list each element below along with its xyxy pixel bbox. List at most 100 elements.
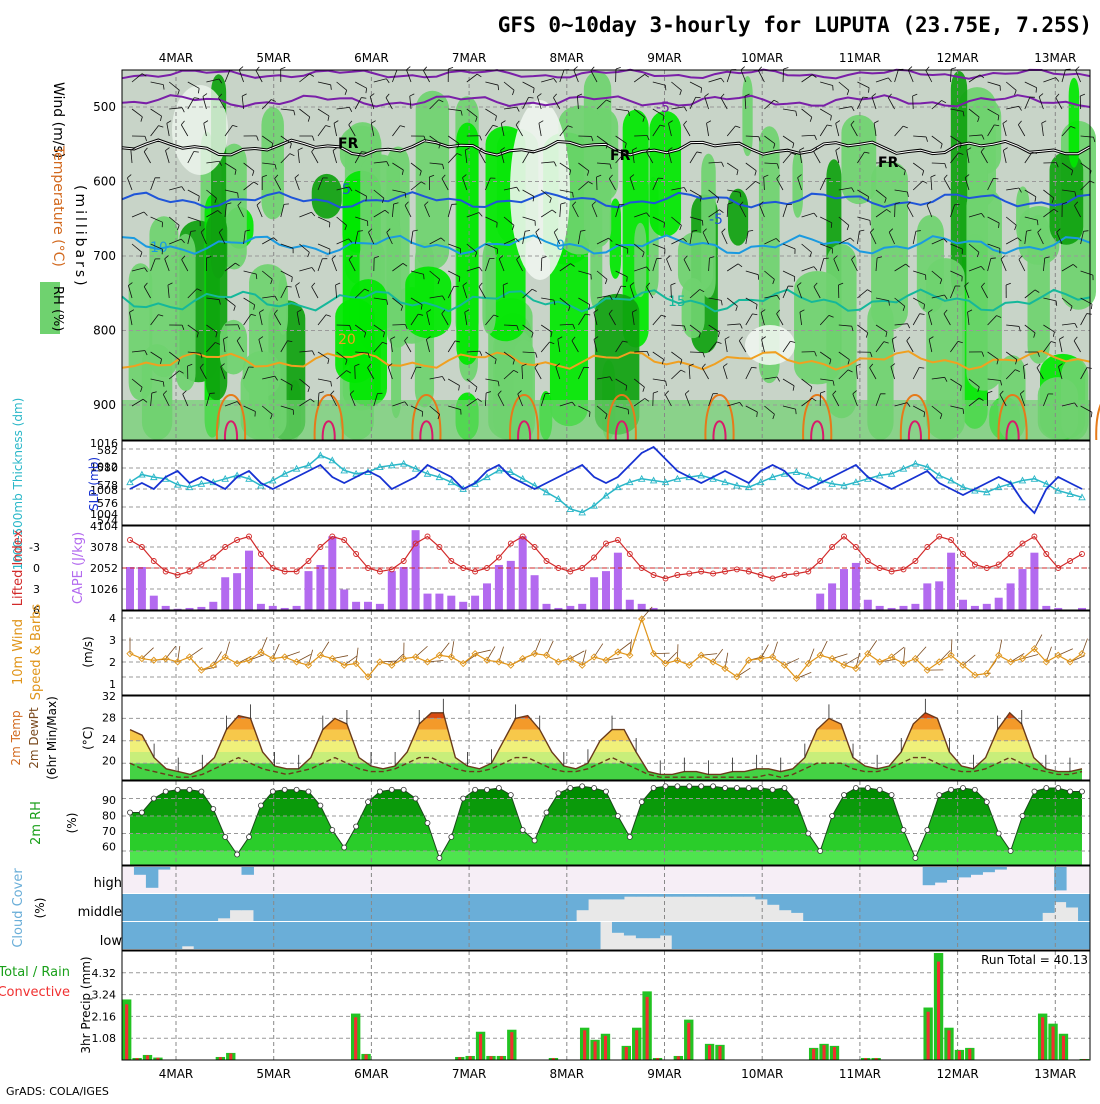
rh-marker (734, 786, 739, 791)
cloud-bar (779, 894, 791, 910)
wind-barb (690, 352, 703, 353)
rh-marker (437, 856, 442, 861)
cloud-bar (265, 894, 277, 921)
cape-bar (519, 536, 527, 610)
wind-barb-flag (422, 412, 423, 417)
wind-barb-flag (664, 223, 665, 228)
cloud-bar (815, 922, 827, 949)
rh-bottom-band (122, 400, 1090, 440)
date-top-label: 8MAR (550, 51, 585, 65)
cape-bar (947, 553, 955, 610)
rh-marker (413, 796, 418, 801)
precip-conv-bar (489, 1056, 492, 1060)
cloud-bar (122, 922, 134, 949)
contour-label: -5 (709, 212, 723, 228)
wind-barb-flag (993, 178, 998, 179)
wind-barb-flag (627, 277, 628, 282)
rh-marker (496, 786, 501, 791)
cloud-bar (194, 922, 206, 949)
cloud-bar (803, 922, 815, 949)
rh-marker (1056, 786, 1061, 791)
rh-marker (425, 821, 430, 826)
cloud-bar (994, 894, 1006, 921)
cloud-bar (923, 922, 935, 949)
rh-marker (758, 786, 763, 791)
cloud-bar (182, 894, 194, 921)
cloud-bar (755, 922, 767, 949)
cloud-bar (134, 894, 146, 921)
cloud-bar (1030, 894, 1042, 921)
upper-ylabel-rh: RH (%) (50, 286, 65, 331)
cloud-bar (648, 894, 660, 897)
cloud-bar (481, 894, 493, 921)
cloud-bar (1030, 922, 1042, 949)
cloud-bar (731, 894, 743, 897)
cloud-bar (588, 894, 600, 899)
precip-label-conv: Convective (0, 985, 70, 1000)
rh-marker (199, 789, 204, 794)
temp-axis-unit: (°C) (81, 726, 95, 750)
cloud-bar (911, 894, 923, 921)
rh-marker (687, 784, 692, 789)
cloud-bar (815, 894, 827, 921)
cloud-bar (540, 894, 552, 921)
rh-blob (728, 189, 748, 246)
rh-marker (937, 793, 942, 798)
cloud-bar (743, 922, 755, 949)
cape-bar (935, 581, 943, 610)
cloud-bar (564, 894, 576, 921)
precip-conv-bar (146, 1055, 149, 1060)
cape-bar (971, 606, 979, 610)
rh-marker (366, 800, 371, 805)
cloud-bar (516, 894, 528, 921)
cloud-axis-label: Cloud Cover (11, 868, 26, 948)
cloud-bar (779, 922, 791, 949)
precip-conv-bar (646, 997, 649, 1060)
rh-marker (389, 787, 394, 792)
date-top-label: 6MAR (354, 51, 389, 65)
upper-ytick-label: 900 (93, 398, 116, 412)
cloud-bar (612, 922, 624, 933)
date-top-label: 10MAR (741, 51, 783, 65)
rh-marker (889, 793, 894, 798)
rh-marker (675, 784, 680, 789)
cloud-bar (158, 922, 170, 949)
rh-marker (615, 814, 620, 819)
cape-bar (531, 575, 539, 610)
cape-bar (138, 567, 146, 610)
cloud-bar (827, 894, 839, 921)
rh-marker (782, 786, 787, 791)
cloud-bar (959, 894, 971, 921)
cloud-bar (636, 894, 648, 897)
cloud-bar (218, 922, 230, 949)
rh-marker (461, 796, 466, 801)
rh-marker (544, 810, 549, 815)
rh-marker (818, 849, 823, 854)
cloud-bar (588, 922, 600, 949)
cloud-bar (672, 894, 684, 897)
rh-marker (211, 807, 216, 812)
cloud-bar (899, 922, 911, 949)
cloud-bar (624, 894, 636, 897)
contour-label: FR (610, 148, 631, 164)
cloud-bar (935, 867, 947, 883)
cloud-bar (863, 922, 875, 949)
upper-ylabel-pres: (millibars) (72, 185, 88, 289)
upper-ytick-label: 700 (93, 249, 116, 263)
cloud-bar (1006, 894, 1018, 921)
rh-marker (949, 787, 954, 792)
credit-label: GrADS: COLA/IGES (6, 1085, 109, 1098)
cloud-bar (827, 922, 839, 949)
contour-label: 20 (338, 332, 356, 348)
cape-bar (316, 565, 324, 610)
rh-marker (163, 789, 168, 794)
panel-frame (122, 611, 1090, 695)
cape-bar (483, 583, 491, 610)
cape-bar (495, 565, 503, 610)
rh-marker (1080, 789, 1085, 794)
cape-bar (995, 598, 1003, 610)
cloud-bar (242, 867, 254, 875)
